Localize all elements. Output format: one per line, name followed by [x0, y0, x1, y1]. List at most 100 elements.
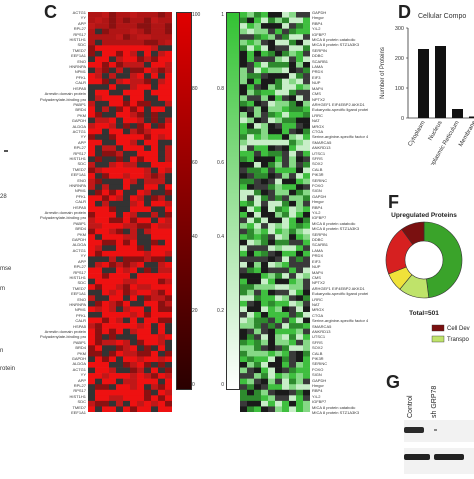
heatmap-cell: [116, 245, 124, 252]
heatmap-cell: [247, 34, 255, 41]
heatmap-cell: [254, 34, 262, 41]
heatmap-cell: [247, 317, 255, 324]
heatmap-cell: [151, 67, 159, 74]
heatmap-row-label: HNRNPA: [69, 301, 86, 307]
heatmap-cell: [151, 84, 159, 91]
heatmap-row-label: DDBC: [312, 237, 324, 243]
heatmap-cell: [289, 284, 297, 291]
heatmap-cell: [261, 406, 269, 413]
heatmap-cell: [109, 200, 117, 207]
heatmap-cell: [151, 95, 159, 102]
heatmap-cell: [123, 284, 131, 291]
heatmap-cell: [95, 112, 103, 118]
heatmap-cell: [130, 139, 138, 146]
heatmap-cell: [165, 350, 173, 357]
heatmap-row-label: EEF1A1: [71, 53, 86, 59]
heatmap-cell: [268, 345, 276, 352]
heatmap-cell: [268, 45, 276, 52]
heatmap-cell: [165, 150, 173, 157]
heatmap-row-label: UTSC1: [312, 150, 326, 156]
heatmap-cell: [88, 12, 96, 18]
heatmap-row-label: ENO: [77, 296, 86, 302]
heatmap-cell: [95, 384, 103, 391]
heatmap-cell: [158, 162, 166, 168]
heatmap-row-label: MAP4: [312, 269, 323, 275]
heatmap-cell: [261, 150, 269, 157]
heatmap-cell: [158, 367, 166, 374]
heatmap-row-label: Polyadenylate-binding protein: [40, 96, 86, 102]
heatmap-cell: [116, 28, 124, 35]
heatmap-cell: [240, 206, 248, 213]
heatmap-cell: [130, 234, 138, 241]
heatmap-cell: [240, 62, 248, 68]
heatmap-cell: [303, 95, 311, 102]
panel-d-label: D: [398, 2, 411, 22]
heatmap-cell: [158, 28, 166, 35]
heatmap-cell: [137, 23, 145, 29]
heatmap-cell: [240, 289, 248, 296]
heatmap-cell: [95, 28, 103, 35]
heatmap-cell: [158, 167, 166, 174]
heatmap-cell: [158, 362, 166, 368]
heatmap-cell: [275, 373, 283, 379]
heatmap-cell: [109, 128, 117, 135]
heatmap-cell: [275, 23, 283, 29]
heatmap-cell: [158, 256, 166, 263]
heatmap-cell: [137, 284, 145, 291]
heatmap-cell: [247, 123, 255, 129]
heatmap-cell: [102, 167, 110, 174]
heatmap-cell: [240, 373, 248, 379]
heatmap-cell: [144, 284, 152, 291]
heatmap-cell: [268, 145, 276, 152]
heatmap-row-label: PRDX: [312, 253, 324, 259]
blot-band: [404, 454, 430, 460]
heatmap-cell: [282, 50, 290, 57]
heatmap-cell: [303, 39, 311, 46]
heatmap-row-label: TMED7: [72, 47, 86, 53]
heatmap-cell: [303, 200, 311, 207]
heatmap-cell: [275, 100, 283, 107]
heatmap-cell: [282, 200, 290, 207]
heatmap-cell: [247, 278, 255, 285]
heatmap-cell: [303, 128, 311, 135]
heatmap-cell: [137, 300, 145, 307]
heatmap-cell: [296, 128, 304, 135]
heatmap-cell: [151, 295, 159, 302]
heatmap-cell: [116, 189, 124, 196]
heatmap-cell: [95, 400, 103, 407]
heatmap-cell: [289, 217, 297, 224]
heatmap-row-label: Hmgcr: [312, 15, 324, 21]
heatmap-cell: [268, 295, 276, 302]
y-tick-label: 0: [401, 116, 404, 122]
heatmap-cell: [102, 62, 110, 68]
heatmap-cell: [296, 178, 304, 185]
heatmap-cell: [261, 334, 269, 341]
heatmap-cell: [95, 128, 103, 135]
heatmap-cell: [158, 156, 166, 163]
heatmap-cell: [88, 100, 96, 107]
heatmap-cell: [303, 112, 311, 118]
heatmap-cell: [109, 362, 117, 368]
heatmap-row-label: ALDOA: [72, 123, 86, 129]
heatmap-cell: [109, 34, 117, 41]
heatmap-cell: [303, 78, 311, 85]
heatmap-cell: [268, 17, 276, 24]
heatmap-cell: [165, 345, 173, 352]
heatmap-cell: [144, 239, 152, 246]
heatmap-cell: [275, 95, 283, 102]
heatmap-cell: [95, 328, 103, 335]
heatmap-cell: [282, 123, 290, 129]
heatmap-cell: [268, 117, 276, 124]
heatmap-cell: [275, 256, 283, 263]
heatmap-cell: [289, 306, 297, 313]
heatmap-cell: [282, 334, 290, 341]
heatmap-cell: [116, 362, 124, 368]
heatmap-cell: [88, 339, 96, 346]
heatmap-cell: [116, 95, 124, 102]
heatmap-cell: [123, 395, 131, 402]
category-label: Endoplasmic Reticulum: [424, 120, 461, 165]
heatmap-cell: [254, 73, 262, 79]
heatmap-cell: [254, 267, 262, 274]
heatmap-cell: [289, 300, 297, 307]
heatmap-cell: [102, 112, 110, 118]
